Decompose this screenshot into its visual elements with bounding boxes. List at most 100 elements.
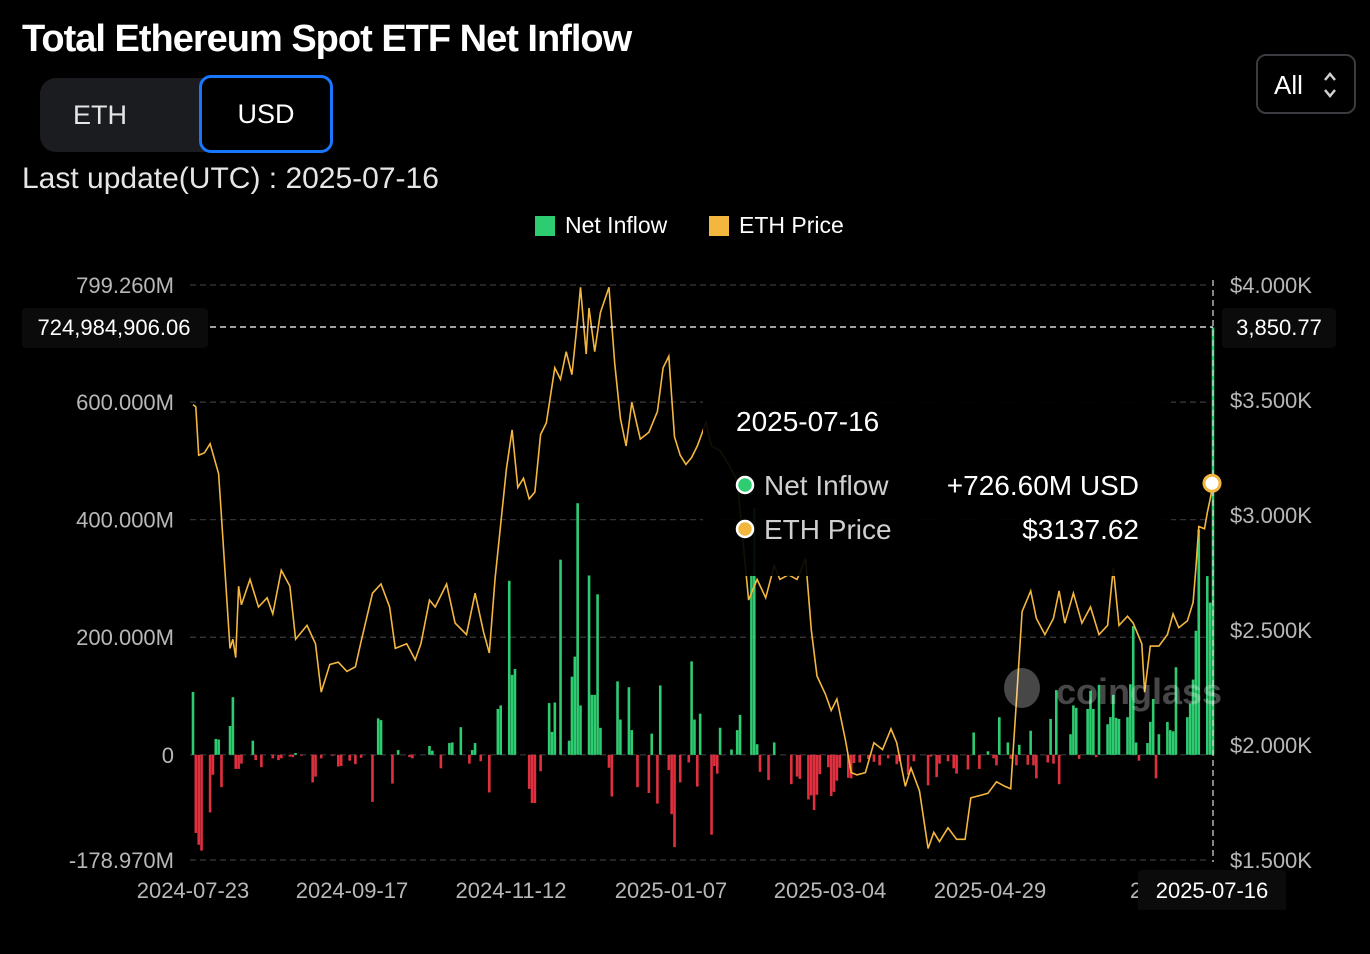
- inflow-bar: [197, 754, 200, 845]
- inflow-bar: [809, 754, 813, 796]
- inflow-bar: [488, 754, 491, 793]
- inflow-bar: [291, 754, 295, 758]
- legend-net-inflow[interactable]: Net Inflow: [535, 212, 667, 244]
- inflow-bar: [758, 754, 762, 772]
- coinglass-watermark: coinglass: [1004, 668, 1222, 712]
- inflow-bar: [906, 754, 910, 775]
- inflow-bar: [294, 753, 297, 755]
- unit-toggle: ETH USD: [40, 75, 333, 153]
- inflow-bar: [1151, 698, 1155, 755]
- etf-flow-chart[interactable]: 799.260M 600.000M 400.000M 200.000M 0 -178.97…: [0, 250, 1370, 910]
- range-select[interactable]: All: [1256, 54, 1356, 114]
- inflow-bar: [1074, 707, 1078, 755]
- inflow-bar: [559, 559, 562, 755]
- inflow-bar: [1197, 529, 1201, 755]
- net-inflow-swatch: [535, 216, 555, 236]
- inflow-bar: [339, 754, 343, 766]
- legend-eth-price-label: ETH Price: [739, 212, 844, 238]
- inflow-bar: [886, 754, 890, 759]
- tooltip-label: Net Inflow: [764, 470, 889, 501]
- inflow-bar: [1206, 576, 1209, 755]
- inflow-bar: [228, 726, 232, 755]
- range-select-value: All: [1274, 70, 1303, 100]
- coinglass-wordmark: coinglass: [1056, 671, 1222, 712]
- inflow-bar: [1149, 721, 1152, 755]
- y-left-tick: 600.000M: [76, 390, 174, 415]
- y-left-tick: 200.000M: [76, 625, 174, 650]
- inflow-bar: [553, 702, 557, 755]
- inflow-bar: [1026, 754, 1030, 765]
- inflow-bar: [619, 719, 622, 755]
- inflow-bar: [1186, 717, 1189, 755]
- tooltip-dot: [735, 475, 755, 495]
- usd-unit-button[interactable]: USD: [199, 75, 333, 153]
- crosshair-right-box: [1222, 308, 1336, 348]
- crosshair-right-value: 3,850.77: [1236, 315, 1322, 340]
- inflow-bar: [1054, 690, 1058, 755]
- inflow-bar: [576, 503, 579, 755]
- eth-price-line: [192, 287, 1214, 849]
- page-title: Total Ethereum Spot ETF Net Inflow: [22, 18, 632, 60]
- inflow-bar: [240, 754, 243, 764]
- inflow-bar: [237, 754, 240, 769]
- inflow-bar: [573, 656, 577, 755]
- inflow-bar: [818, 754, 822, 775]
- inflow-bar: [1015, 754, 1018, 766]
- y-left-tick: 400.000M: [76, 508, 174, 533]
- inflow-bar: [929, 754, 933, 757]
- inflow-bar: [331, 754, 334, 756]
- inflow-bar: [277, 754, 280, 761]
- net-inflow-bars: [191, 327, 1215, 851]
- inflow-bar: [812, 754, 816, 811]
- inflow-bar: [1032, 754, 1035, 766]
- inflow-bar: [832, 754, 836, 792]
- inflow-bar: [1174, 667, 1178, 755]
- inflow-bar: [319, 754, 323, 759]
- y-right-tick: $2.000K: [1230, 733, 1312, 758]
- inflow-bar: [750, 574, 753, 755]
- inflow-bar: [1171, 731, 1175, 755]
- inflow-bar: [411, 754, 414, 759]
- y-right-tick: $1.500K: [1230, 848, 1312, 873]
- inflow-bar: [715, 754, 719, 774]
- inflow-bar: [513, 668, 517, 755]
- inflow-bar: [690, 661, 693, 755]
- inflow-bar: [499, 705, 503, 755]
- inflow-bar: [408, 754, 411, 758]
- inflow-bar: [539, 754, 542, 772]
- inflow-bar: [1154, 754, 1158, 779]
- inflow-bar: [852, 754, 856, 764]
- inflow-bar: [1072, 705, 1075, 755]
- inflow-bar: [1129, 684, 1132, 755]
- legend-eth-price[interactable]: ETH Price: [709, 212, 844, 244]
- inflow-bar: [251, 740, 255, 755]
- inflow-bar: [738, 714, 742, 755]
- inflow-bar: [955, 754, 958, 774]
- inflow-bar: [448, 743, 451, 755]
- chevron-updown-icon: [1324, 72, 1336, 98]
- inflow-bar: [459, 727, 463, 755]
- inflow-bar: [730, 749, 733, 755]
- inflow-bar: [678, 754, 682, 783]
- inflow-bar: [271, 754, 275, 759]
- inflow-bar: [1089, 690, 1092, 755]
- inflow-bar: [1097, 684, 1101, 755]
- inflow-bar: [299, 754, 303, 756]
- inflow-bar: [752, 507, 756, 755]
- inflow-bar: [260, 754, 263, 768]
- inflow-bar: [829, 754, 833, 796]
- y-left-tick: 0: [162, 743, 174, 768]
- inflow-bar: [986, 751, 990, 755]
- inflow-bar: [698, 713, 702, 755]
- eth-unit-button[interactable]: ETH: [73, 100, 127, 130]
- inflow-bar: [1046, 754, 1050, 763]
- inflow-bar: [1114, 717, 1118, 755]
- axis-labels: 799.260M 600.000M 400.000M 200.000M 0 -178.97…: [69, 273, 1312, 903]
- inflow-bar: [1049, 718, 1052, 755]
- y-right-tick: $4.000K: [1230, 273, 1312, 298]
- inflow-bar: [610, 754, 614, 797]
- inflow-bar: [214, 738, 218, 755]
- inflow-bar: [567, 740, 571, 755]
- inflow-bar: [995, 754, 998, 766]
- inflow-bar: [1166, 721, 1169, 755]
